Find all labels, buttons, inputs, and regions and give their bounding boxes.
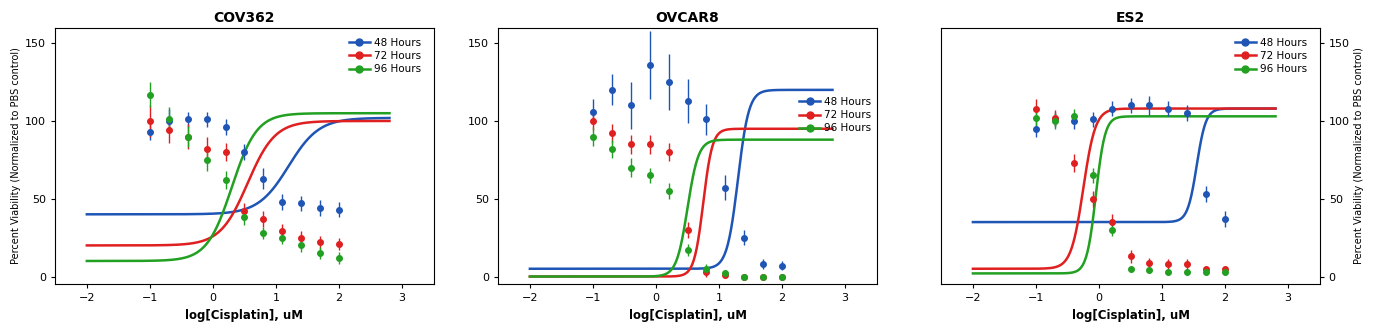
Title: ES2: ES2 — [1116, 11, 1145, 25]
Y-axis label: Percent Viability (Normalized to PBS control): Percent Viability (Normalized to PBS con… — [1354, 48, 1364, 264]
Legend: 48 Hours, 72 Hours, 96 Hours: 48 Hours, 72 Hours, 96 Hours — [349, 38, 421, 74]
Legend: 48 Hours, 72 Hours, 96 Hours: 48 Hours, 72 Hours, 96 Hours — [1235, 38, 1306, 74]
Y-axis label: Percent Viability (Normalized to PBS control): Percent Viability (Normalized to PBS con… — [11, 48, 21, 264]
Title: COV362: COV362 — [213, 11, 275, 25]
X-axis label: log[Cisplatin], uM: log[Cisplatin], uM — [186, 309, 304, 322]
Title: OVCAR8: OVCAR8 — [656, 11, 719, 25]
Legend: 48 Hours, 72 Hours, 96 Hours: 48 Hours, 72 Hours, 96 Hours — [799, 97, 872, 133]
X-axis label: log[Cisplatin], uM: log[Cisplatin], uM — [1071, 309, 1189, 322]
X-axis label: log[Cisplatin], uM: log[Cisplatin], uM — [628, 309, 747, 322]
